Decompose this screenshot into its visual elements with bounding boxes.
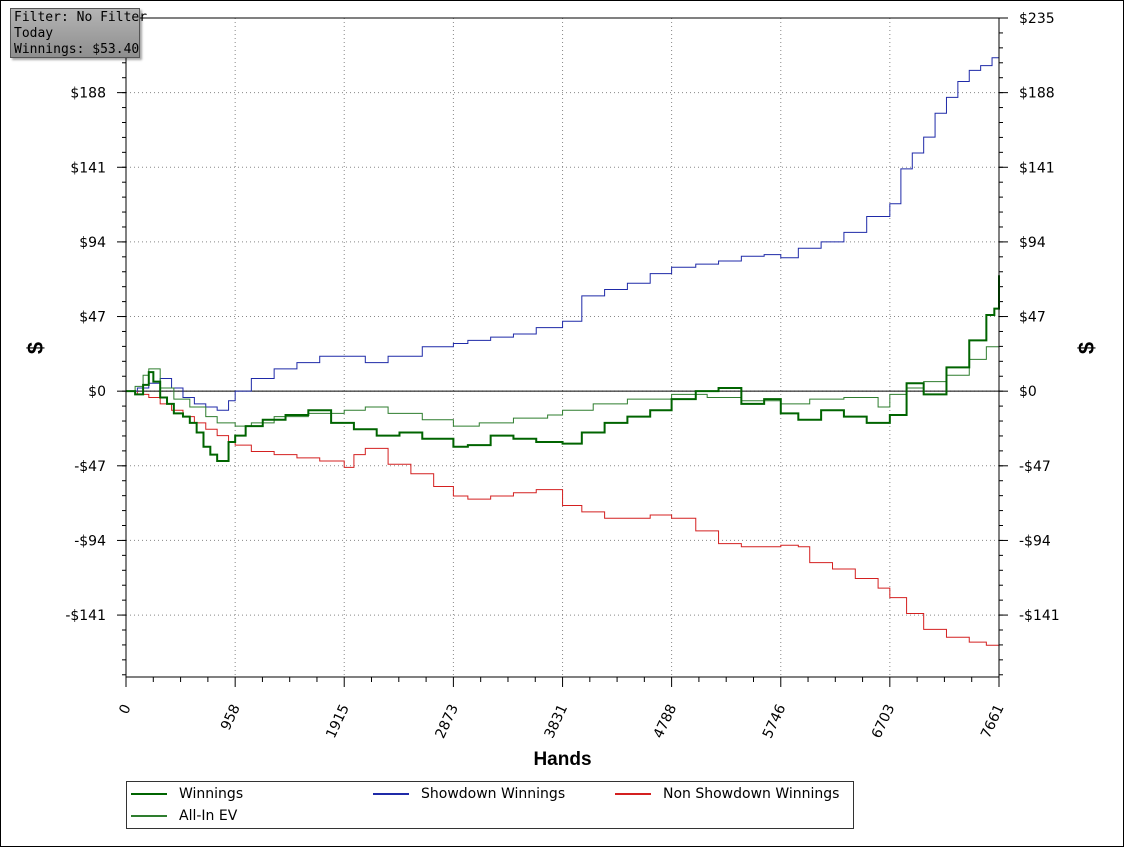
y-tick-label-left: -$94 — [74, 533, 106, 549]
filter-label: Filter: No Filter — [14, 10, 148, 25]
legend-label: All-In EV — [179, 808, 238, 824]
y-tick-label-right: $141 — [1019, 160, 1055, 176]
legend-label: Winnings — [179, 786, 244, 802]
y-axis-title-left: $ — [23, 342, 48, 354]
y-tick-label-right: $188 — [1019, 86, 1055, 102]
legend-item-showdown: Showdown Winnings — [373, 784, 565, 804]
series-line-all-in-ev — [126, 343, 1000, 427]
y-tick-label-left: -$47 — [74, 459, 106, 475]
winnings-label: Winnings: $53.40 — [14, 42, 140, 57]
y-tick-label-right: $235 — [1019, 11, 1055, 27]
gridlines — [126, 18, 999, 677]
x-tick-label: 1915 — [323, 702, 353, 741]
series-line-showdown-winnings — [126, 18, 1000, 411]
y-tick-label-left: $141 — [70, 160, 106, 176]
plot-area-border — [125, 17, 1000, 678]
legend-item-all-in-ev: All-In EV — [131, 806, 237, 826]
legend-swatch — [615, 793, 651, 795]
legend-label: Showdown Winnings — [421, 786, 566, 802]
y-tick-label-left: $188 — [70, 86, 106, 102]
x-tick-label: 3831 — [542, 702, 572, 741]
y-tick-label-right: -$94 — [1019, 533, 1051, 549]
x-tick-label: 4788 — [651, 702, 681, 741]
series-line-non-showdown-winnings — [126, 390, 1000, 662]
chart-legend: Winnings Showdown Winnings Non Showdown … — [126, 781, 854, 829]
y-tick-label-left: $94 — [79, 235, 106, 251]
y-tick-label-left: $0 — [88, 384, 106, 400]
date-range-label: Today — [14, 26, 54, 41]
y-tick-label-right: $94 — [1019, 235, 1046, 251]
legend-swatch — [131, 793, 167, 795]
filter-info-box: Filter: No Filter Today Winnings: $53.40 — [10, 8, 148, 58]
x-tick-label: 6703 — [869, 702, 899, 741]
legend-label: Non Showdown Winnings — [663, 786, 840, 802]
x-axis-title: Hands — [533, 749, 591, 770]
x-tick-label: 958 — [218, 702, 244, 733]
legend-swatch — [373, 793, 409, 795]
legend-item-winnings: Winnings — [131, 784, 243, 804]
x-tick-label: 5746 — [760, 702, 790, 741]
series-line-winnings — [126, 275, 1000, 463]
y-tick-label-right: $47 — [1019, 310, 1046, 326]
x-tick-label: 7661 — [978, 702, 1008, 741]
x-tick-label: 2873 — [432, 702, 462, 741]
legend-item-non-showdown: Non Showdown Winnings — [615, 784, 839, 804]
y-tick-label-right: $0 — [1019, 384, 1037, 400]
axis-ticks: 0 958 1915 2873 3831 4788 5746 6703 7661 $235 $188… — [65, 11, 1059, 741]
y-axis-title-right: $ — [1074, 342, 1099, 354]
y-tick-label-right: -$141 — [1019, 608, 1060, 624]
x-tick-label: 0 — [116, 702, 134, 717]
y-tick-label-left: -$141 — [65, 608, 106, 624]
y-tick-label-left: $47 — [79, 310, 106, 326]
legend-swatch — [131, 815, 167, 817]
y-tick-label-right: -$47 — [1019, 459, 1051, 475]
series-lines — [126, 18, 1000, 662]
